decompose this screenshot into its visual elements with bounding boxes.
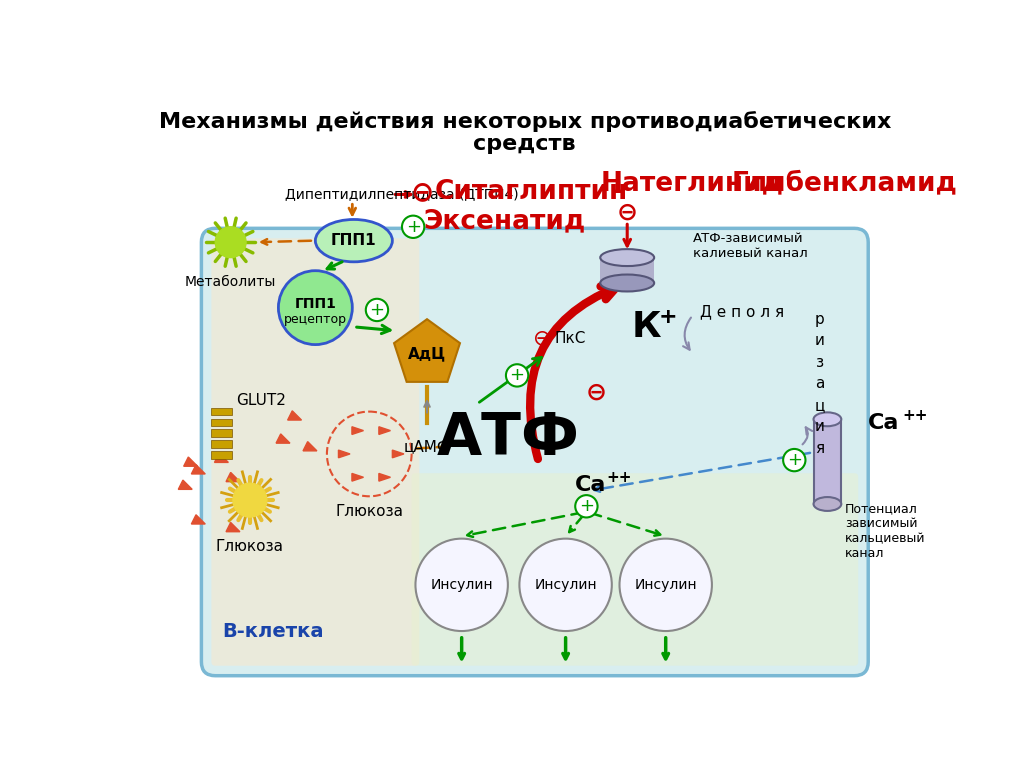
Text: Инсулин: Инсулин	[635, 578, 697, 592]
Ellipse shape	[600, 249, 654, 266]
Text: Глюкоза: Глюкоза	[216, 539, 284, 554]
Circle shape	[215, 227, 246, 258]
Polygon shape	[191, 465, 205, 474]
Polygon shape	[379, 473, 390, 481]
Text: Ситаглиптин: Ситаглиптин	[435, 179, 628, 205]
Circle shape	[620, 538, 712, 631]
Text: з: з	[816, 355, 823, 370]
Polygon shape	[339, 450, 350, 458]
Bar	[813, 420, 842, 504]
Ellipse shape	[315, 219, 392, 262]
Text: Глюкоза: Глюкоза	[335, 504, 403, 519]
Text: Натеглинид: Натеглинид	[600, 170, 783, 196]
Text: ⊖: ⊖	[586, 380, 607, 404]
Text: АдЦ: АдЦ	[408, 347, 446, 361]
Circle shape	[416, 538, 508, 631]
Polygon shape	[191, 515, 205, 524]
Text: +: +	[579, 497, 594, 515]
Text: АТФ-зависимый
калиевый канал: АТФ-зависимый калиевый канал	[692, 232, 807, 260]
Ellipse shape	[813, 497, 842, 511]
Text: Эксенатид: Эксенатид	[423, 209, 586, 235]
Text: ц: ц	[814, 398, 825, 413]
Text: ГПП1: ГПП1	[331, 233, 377, 249]
Text: ПкС: ПкС	[554, 331, 586, 346]
Text: ++: ++	[902, 408, 928, 423]
Text: АТФ: АТФ	[436, 410, 580, 467]
Text: Глибенкламид: Глибенкламид	[731, 170, 957, 196]
FancyArrowPatch shape	[530, 286, 616, 459]
Text: р: р	[815, 311, 824, 327]
Polygon shape	[352, 473, 364, 481]
Text: Д е п о л я: Д е п о л я	[700, 304, 784, 319]
Text: Механизмы действия некоторых противодиабетических: Механизмы действия некоторых противодиаб…	[159, 110, 891, 132]
FancyArrowPatch shape	[683, 318, 691, 350]
Text: и: и	[815, 420, 824, 434]
Circle shape	[233, 483, 267, 517]
FancyBboxPatch shape	[211, 239, 419, 666]
Text: +: +	[510, 367, 524, 384]
Text: рецептор: рецептор	[284, 313, 347, 326]
Text: ⊖: ⊖	[534, 328, 552, 348]
Bar	[600, 258, 654, 283]
Polygon shape	[352, 426, 364, 434]
Text: В-клетка: В-клетка	[222, 621, 324, 640]
Bar	[211, 451, 232, 459]
Ellipse shape	[600, 275, 654, 291]
Polygon shape	[379, 426, 390, 434]
Text: ++: ++	[606, 469, 632, 485]
Text: +: +	[786, 451, 802, 469]
Polygon shape	[183, 457, 198, 466]
Text: К: К	[632, 310, 662, 344]
Text: Потенциал
зависимый
кальциевый
канал: Потенциал зависимый кальциевый канал	[845, 502, 926, 560]
Polygon shape	[226, 522, 240, 532]
Text: Метаболиты: Метаболиты	[185, 275, 276, 289]
FancyArrowPatch shape	[803, 427, 812, 444]
Text: и: и	[815, 333, 824, 348]
Polygon shape	[394, 319, 460, 382]
Bar	[211, 419, 232, 426]
FancyBboxPatch shape	[202, 229, 868, 676]
Text: Дипептидилпептидаза (ДТПП4): Дипептидилпептидаза (ДТПП4)	[285, 187, 518, 202]
FancyBboxPatch shape	[412, 473, 858, 666]
Text: ⊖: ⊖	[616, 201, 638, 225]
Circle shape	[519, 538, 611, 631]
Polygon shape	[214, 453, 228, 463]
Text: ГПП1: ГПП1	[295, 297, 336, 311]
Ellipse shape	[813, 413, 842, 426]
Text: Инсулин: Инсулин	[430, 578, 493, 592]
Text: GLUT2: GLUT2	[237, 393, 287, 407]
Text: +: +	[406, 218, 421, 235]
Bar	[211, 430, 232, 437]
Bar	[211, 440, 232, 448]
Text: ⊖: ⊖	[410, 178, 433, 206]
Text: Ca: Ca	[574, 475, 606, 495]
Text: цАМФ: цАМФ	[403, 439, 451, 454]
Polygon shape	[226, 472, 240, 482]
Text: +: +	[370, 301, 384, 319]
Text: средств: средств	[473, 134, 577, 154]
Circle shape	[279, 271, 352, 344]
Polygon shape	[288, 411, 301, 420]
Text: а: а	[815, 377, 824, 391]
Text: Инсулин: Инсулин	[535, 578, 597, 592]
Text: я: я	[815, 441, 824, 456]
Text: +: +	[658, 307, 677, 327]
Bar	[211, 408, 232, 416]
Polygon shape	[303, 442, 316, 451]
Text: Ca: Ca	[868, 413, 900, 433]
Polygon shape	[276, 434, 290, 443]
Polygon shape	[392, 450, 403, 458]
Polygon shape	[178, 480, 193, 489]
